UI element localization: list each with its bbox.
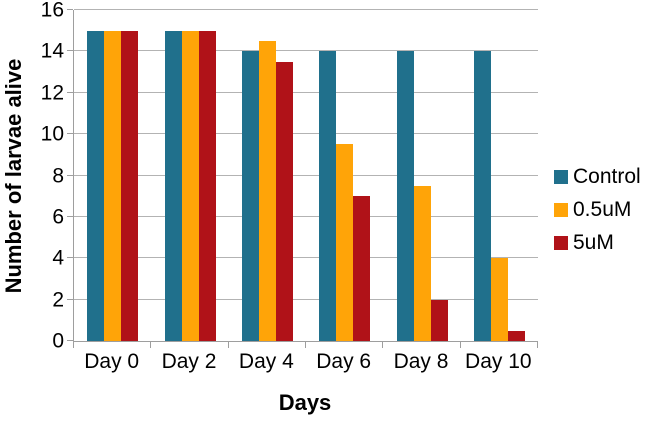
x-tick-3 xyxy=(305,342,306,348)
x-tick-1 xyxy=(150,342,152,348)
bar-05um-day4 xyxy=(258,41,276,341)
gridline-y8 xyxy=(74,174,538,176)
legend-item-05um: 0.5uM xyxy=(554,193,641,226)
bar-5um-day4 xyxy=(275,61,293,341)
x-tick-label-day-10: Day 10 xyxy=(465,350,532,373)
y-tick-6 xyxy=(67,215,73,217)
y-tick-label-12: 12 xyxy=(40,81,64,105)
legend-marker-05um xyxy=(554,202,568,217)
y-tick-label-14: 14 xyxy=(40,39,64,63)
bar-control-day8 xyxy=(396,51,414,341)
bar-5um-day10 xyxy=(507,330,525,341)
bar-control-day0 xyxy=(87,30,105,341)
x-tick-label-day-6: Day 6 xyxy=(316,350,372,373)
y-tick-2 xyxy=(67,298,73,300)
legend-marker-control xyxy=(554,169,568,184)
y-tick-12 xyxy=(67,91,73,93)
bar-5um-day2 xyxy=(198,30,216,341)
x-tick-label-day-4: Day 4 xyxy=(238,350,294,373)
bar-control-day6 xyxy=(319,51,337,341)
legend-item-5um: 5uM xyxy=(554,226,641,259)
gridline-y12 xyxy=(74,91,538,93)
bar-control-day4 xyxy=(241,51,259,341)
gridline-y16 xyxy=(74,9,538,10)
x-tick-label-day-8: Day 8 xyxy=(393,350,449,373)
gridline-y6 xyxy=(74,215,538,217)
gridline-y14 xyxy=(74,50,538,52)
x-tick-label-day-0: Day 0 xyxy=(84,350,140,373)
bar-05um-day10 xyxy=(490,258,508,341)
y-tick-label-16: 16 xyxy=(40,0,64,22)
y-tick-label-0: 0 xyxy=(52,329,64,353)
y-tick-14 xyxy=(67,50,73,52)
y-tick-label-2: 2 xyxy=(52,288,64,312)
y-tick-label-4: 4 xyxy=(52,246,64,270)
gridline-y4 xyxy=(74,257,538,259)
y-tick-0 xyxy=(67,340,73,341)
x-tick-2 xyxy=(227,342,229,348)
bar-5um-day0 xyxy=(121,30,139,341)
legend-label-5um: 5uM xyxy=(573,230,614,254)
bar-05um-day2 xyxy=(181,30,199,341)
gridline-y2 xyxy=(74,298,538,300)
y-tick-8 xyxy=(67,174,73,176)
x-tick-6 xyxy=(537,342,538,348)
y-tick-label-6: 6 xyxy=(52,205,64,229)
bar-05um-day8 xyxy=(413,185,431,341)
x-tick-4 xyxy=(382,342,384,348)
bar-05um-day0 xyxy=(104,30,122,341)
plot-area xyxy=(73,9,538,342)
x-axis-title: Days xyxy=(278,390,332,415)
legend-item-control: Control xyxy=(554,160,641,193)
x-tick-label-day-2: Day 2 xyxy=(161,350,217,373)
bar-05um-day6 xyxy=(336,144,354,341)
bar-control-day2 xyxy=(164,30,182,341)
legend: Control 0.5uM 5uM xyxy=(554,160,641,259)
y-tick-label-10: 10 xyxy=(40,122,64,146)
legend-marker-5um xyxy=(554,235,568,250)
y-tick-16 xyxy=(67,9,73,10)
legend-label-control: Control xyxy=(573,164,641,188)
bar-5um-day6 xyxy=(353,196,371,341)
x-tick-5 xyxy=(459,342,461,348)
y-tick-4 xyxy=(67,257,73,259)
y-tick-10 xyxy=(67,133,73,135)
y-tick-label-8: 8 xyxy=(52,164,64,187)
x-tick-0 xyxy=(73,342,74,348)
gridline-y10 xyxy=(74,133,538,135)
bar-5um-day8 xyxy=(430,299,448,341)
bar-control-day10 xyxy=(473,51,491,341)
legend-label-05um: 0.5uM xyxy=(573,197,632,221)
